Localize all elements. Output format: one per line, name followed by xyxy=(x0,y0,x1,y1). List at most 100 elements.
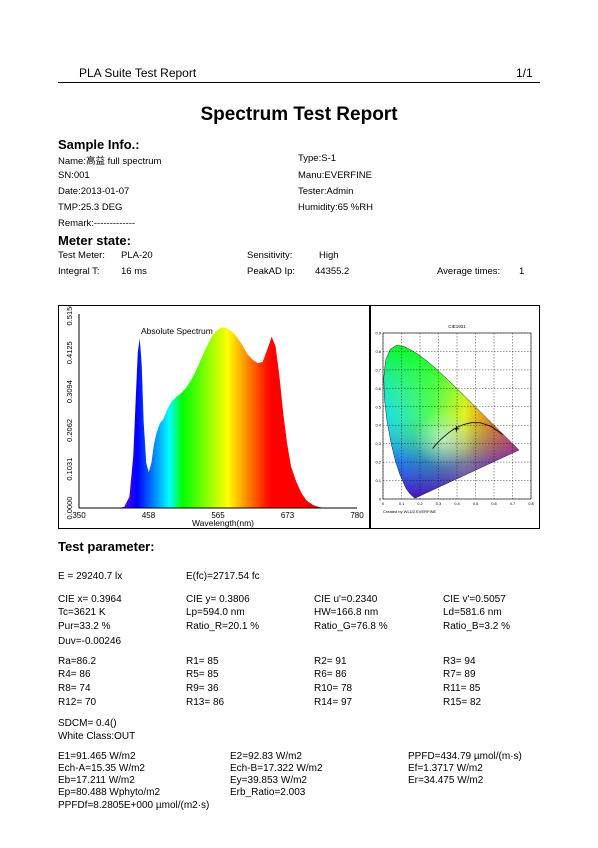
energy-row-1-value-1: E1=91.465 W/m2 xyxy=(58,751,136,762)
cie-planckian-locus xyxy=(432,422,504,449)
cie-y-tick-label: 0.2 xyxy=(375,460,381,465)
header-rule xyxy=(58,82,540,83)
cie-x-tick-label: 0.2 xyxy=(417,501,423,506)
energy-row-2-value-2: Ech-B=17.322 W/m2 xyxy=(230,763,323,774)
cie-spectral-locus xyxy=(383,344,520,499)
energy-row-1-value-3: PPFD=434.79 µmol/(m·s) xyxy=(408,751,522,762)
energy-row-3-value-1: Eb=17.211 W/m2 xyxy=(58,775,135,786)
cie-x-tick-label: 0.7 xyxy=(510,501,516,506)
spectrum-x-tick-label: 350 xyxy=(72,511,86,520)
test-parameter-heading: Test parameter: xyxy=(58,539,155,554)
sdcm-value: SDCM= 0.4() xyxy=(58,718,117,729)
cie-x-tick-label: 0.3 xyxy=(436,501,442,506)
illuminance-fc: E(fc)=2717.54 fc xyxy=(186,571,260,582)
spectrum-y-tick-label: 0.0000 xyxy=(65,497,74,520)
page-title: Spectrum Test Report xyxy=(200,104,398,125)
white-class-value: White Class:OUT xyxy=(58,731,136,742)
cie-x-tick-label: 0.4 xyxy=(454,501,460,506)
cri-row-2-value-3: R6= 86 xyxy=(314,669,347,680)
integral-label: Integral T: xyxy=(58,266,100,277)
cie-y-tick-label: 0.4 xyxy=(375,423,381,428)
cri-row-4-value-1: R12= 70 xyxy=(58,697,97,708)
average-times-value: 1 xyxy=(519,266,525,277)
sample-date: Date:2013-01-07 xyxy=(58,186,130,197)
ratio-row-value-1: Pur=33.2 % xyxy=(58,621,111,632)
spectrum-y-tick-label: 0.4125 xyxy=(65,341,74,364)
test-meter-label: Test Meter: xyxy=(58,250,105,261)
cie-title: CIE1931 xyxy=(448,324,466,329)
cri-row-1-value-1: Ra=86.2 xyxy=(58,656,97,667)
energy-row-1-value-2: E2=92.83 W/m2 xyxy=(230,751,302,762)
spectrum-y-tick-label: 0.3094 xyxy=(65,380,74,403)
spectrum-x-tick-label: 458 xyxy=(142,511,156,520)
ratio-row-value-3: Ratio_G=76.8 % xyxy=(314,621,388,632)
duv-value: Duv=-0.00246 xyxy=(58,636,122,647)
cie-x-tick-label: 0.5 xyxy=(473,501,479,506)
spectrum-y-tick-label: 0.1031 xyxy=(65,458,74,481)
cie-row-value-2: CIE y= 0.3806 xyxy=(186,594,250,605)
color-row-value-3: HW=166.8 nm xyxy=(314,607,379,618)
cri-row-2-value-2: R5= 85 xyxy=(186,669,219,680)
cri-row-2-value-1: R4= 86 xyxy=(58,669,91,680)
cie-y-tick-label: 0 xyxy=(379,497,382,502)
spectrum-x-axis-label: Wavelength(nm) xyxy=(192,518,254,528)
cie-y-tick-label: 0.1 xyxy=(375,478,381,483)
cie-caption: Created by WLDZ,EVERFINE xyxy=(383,509,436,514)
peakad-label: PeakAD Ip: xyxy=(247,266,296,277)
sample-tmp: TMP:25.3 DEG xyxy=(58,202,123,213)
cri-row-3-value-4: R11= 85 xyxy=(443,683,481,694)
energy-row-4-value-2: Erb_Ratio=2.003 xyxy=(230,787,306,798)
cie-y-tick-label: 0.5 xyxy=(375,404,381,409)
cie-chart: 0 0.1 0.2 0.3 0.4 0.5 0.6 0.7 0.8 0 0.1 0.2 0.3 0.4 0.… xyxy=(375,324,534,514)
spectrum-x-tick-label: 673 xyxy=(281,511,295,520)
cie-row-value-4: CIE v'=0.5057 xyxy=(443,594,506,605)
spectrum-y-tick-label: 0.5156 xyxy=(65,306,74,325)
color-row-value-2: Lp=594.0 nm xyxy=(186,607,245,618)
color-row-value-1: Tc=3621 K xyxy=(58,607,106,618)
ratio-row-value-2: Ratio_R=20.1 % xyxy=(186,621,260,632)
cri-row-4-value-4: R15= 82 xyxy=(443,697,482,708)
cie-row-value-1: CIE x= 0.3964 xyxy=(58,594,122,605)
cie-x-tick-label: 0.1 xyxy=(399,501,405,506)
cie-chart-frame: 0 0.1 0.2 0.3 0.4 0.5 0.6 0.7 0.8 0 0.1 0.2 0.3 0.4 0.… xyxy=(370,305,540,529)
peakad-value: 44355.2 xyxy=(315,266,350,277)
cri-row-4-value-3: R14= 97 xyxy=(314,697,353,708)
illuminance-lx: E = 29240.7 lx xyxy=(58,571,123,582)
cie-y-tick-label: 0.6 xyxy=(375,386,381,391)
spectrum-y-tick-label: 0.2062 xyxy=(65,419,74,442)
cri-row-2-value-4: R7= 89 xyxy=(443,669,476,680)
cri-row-3-value-2: R9= 36 xyxy=(186,683,219,694)
energy-row-2-value-3: Ef=1.3717 W/m2 xyxy=(408,763,483,774)
sensitivity-label: Sensitivity: xyxy=(247,250,293,261)
energy-row-4-value-1: Ep=80.488 Wphyto/m2 xyxy=(58,787,161,798)
spectrum-title: Absolute Spectrum xyxy=(141,326,213,336)
spectrum-chart: 350 458 565 673 780 0.0000 0.1031 0.2062 0.3094 0… xyxy=(65,303,364,528)
cri-row-3-value-1: R8= 74 xyxy=(58,683,91,694)
sample-info-heading: Sample Info.: xyxy=(58,137,140,152)
spectrum-chart-frame: 350 458 565 673 780 0.0000 0.1031 0.2062 0.3094 0… xyxy=(58,303,370,529)
cie-x-tick-label: 0 xyxy=(382,501,385,506)
energy-row-3-value-2: Ey=39.853 W/m2 xyxy=(230,775,307,786)
energy-row-2-value-1: Ech-A=15.35 W/m2 xyxy=(58,763,145,774)
cie-row-value-3: CIE u'=0.2340 xyxy=(314,594,378,605)
meter-state-heading: Meter state: xyxy=(58,233,131,248)
sample-name: Name:高益 full spectrum xyxy=(58,156,162,167)
average-times-label: Average times: xyxy=(437,266,501,277)
energy-row-3-value-3: Er=34.475 W/m2 xyxy=(408,775,484,786)
header-left: PLA Suite Test Report xyxy=(79,66,197,80)
cie-x-tick-label: 0.8 xyxy=(528,501,534,506)
cie-y-tick-label: 0.9 xyxy=(375,331,381,336)
cie-chromaticity-point xyxy=(455,427,458,431)
spectrum-area xyxy=(79,327,357,508)
sample-manu: Manu:EVERFINE xyxy=(298,170,372,181)
cie-y-tick-label: 0.8 xyxy=(375,349,381,354)
spectrum-x-tick-label: 780 xyxy=(350,511,364,520)
color-row-value-4: Ld=581.6 nm xyxy=(443,607,502,618)
cri-row-4-value-2: R13= 86 xyxy=(186,697,225,708)
sensitivity-value: High xyxy=(319,250,339,261)
sample-remark: Remark:------------- xyxy=(58,218,136,229)
sample-sn: SN:001 xyxy=(58,170,90,181)
test-meter-value: PLA-20 xyxy=(121,250,153,261)
cri-row-3-value-3: R10= 78 xyxy=(314,683,353,694)
sample-tester: Tester:Admin xyxy=(298,186,354,197)
